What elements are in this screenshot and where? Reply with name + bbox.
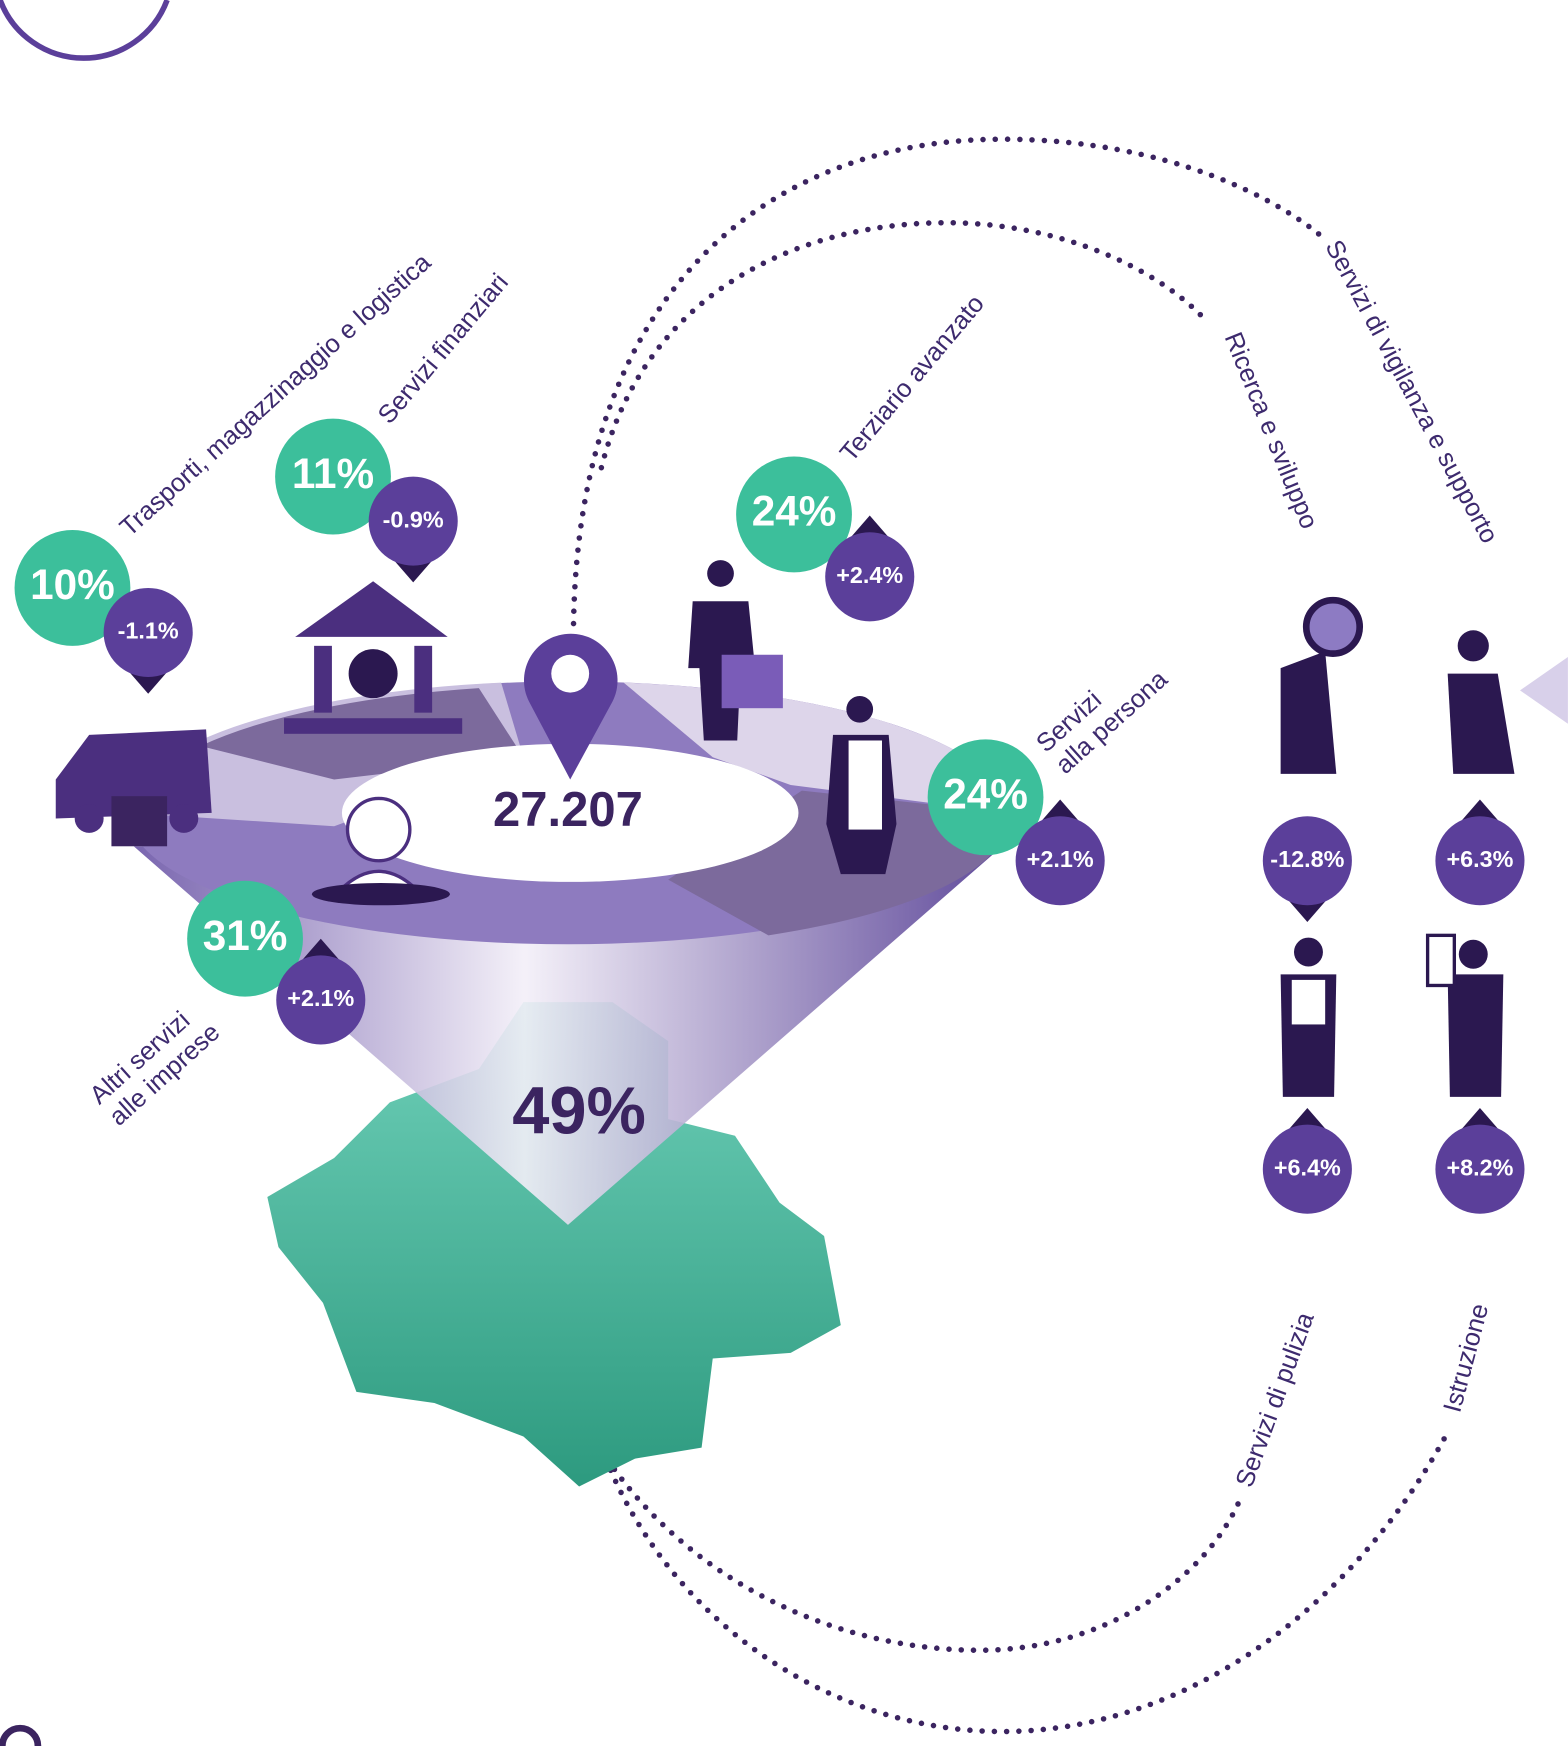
total: 27.207 (493, 783, 643, 837)
share-value: 10% (30, 561, 115, 608)
share-circle (187, 880, 303, 997)
change-value: +2.4% (836, 562, 903, 588)
change-value: +8.2% (1446, 1154, 1513, 1180)
change-badge: -0.9% (368, 476, 458, 583)
badge-circle (1015, 816, 1105, 906)
badge-circle (1262, 816, 1352, 906)
change-value: +6.4% (1274, 1154, 1341, 1180)
change-badge: +2.4% (825, 515, 915, 622)
badge-circle (1262, 1124, 1352, 1214)
badge-circle (103, 587, 193, 678)
subsector-label: Servizi di pulizia (1231, 1308, 1320, 1491)
change-value: +2.1% (287, 985, 354, 1011)
corner-circle (0, 1724, 42, 1746)
subsector-label: Servizi di vigilanza e supporto (1319, 236, 1503, 548)
corner-arc (0, 0, 170, 61)
label-line: Terziario avanzato (835, 290, 990, 467)
badge-circle (825, 532, 915, 622)
region-share: 49% (512, 1074, 646, 1148)
subsector-label: Istruzione (1439, 1301, 1495, 1415)
share-circle (736, 456, 852, 573)
change-badge: +2.1% (276, 938, 366, 1045)
sector-label: Altri servizialle imprese (85, 996, 226, 1131)
change-badge: +6.3% (1435, 799, 1525, 906)
share-value: 24% (752, 488, 837, 535)
change-value: -12.8% (1270, 846, 1344, 872)
change-badge: -12.8% (1262, 816, 1352, 922)
share-value: 24% (943, 770, 1028, 817)
share-value: 31% (203, 912, 288, 959)
sector-label: Servizialla persona (1031, 643, 1173, 779)
change-value: +2.1% (1027, 846, 1094, 872)
badge-circle (1435, 1124, 1525, 1214)
funnel-top (128, 681, 1009, 945)
region-map (267, 1002, 841, 1487)
share-circle (14, 530, 131, 646)
subsector-label: Ricerca e sviluppo (1219, 328, 1323, 533)
share-circle (275, 418, 391, 535)
badge-circle (368, 476, 458, 566)
change-value: +6.3% (1446, 846, 1513, 872)
change-badge: -1.1% (103, 587, 193, 694)
change-badge: +2.1% (1015, 799, 1105, 906)
badge-circle (276, 955, 366, 1045)
share-value: 11% (292, 450, 374, 497)
badge-circle (1435, 816, 1525, 906)
change-value: -1.1% (118, 618, 179, 644)
change-badge: +6.4% (1262, 1107, 1352, 1214)
sector-label: Terziario avanzato (835, 290, 990, 467)
funnel-cone (133, 846, 1003, 1225)
change-badge: +8.2% (1435, 1107, 1525, 1214)
dotted-arcs (567, 136, 1449, 1735)
share-circle (927, 739, 1044, 856)
change-value: -0.9% (383, 506, 444, 532)
icons (55, 560, 1568, 1097)
